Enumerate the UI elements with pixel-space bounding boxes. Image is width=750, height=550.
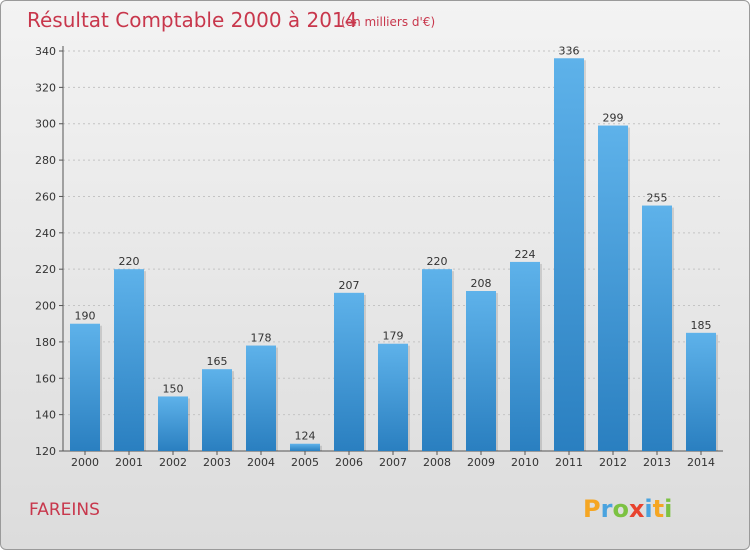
- bar-shadow-2003: [232, 371, 234, 451]
- bar-2014: [686, 332, 716, 451]
- logo-letter: i: [664, 495, 672, 523]
- x-tick-label-2002: 2002: [159, 456, 187, 469]
- x-tick-label-2010: 2010: [511, 456, 539, 469]
- bar-2011: [554, 58, 584, 451]
- data-label-2005: 124: [295, 430, 316, 443]
- data-label-2001: 220: [119, 255, 140, 268]
- bar-shadow-2006: [364, 294, 366, 451]
- bar-shadow-2004: [276, 347, 278, 451]
- bar-shadow-2002: [188, 398, 190, 451]
- logo-letter: i: [644, 495, 652, 523]
- y-tick-label: 180: [35, 336, 56, 349]
- data-label-2003: 165: [207, 355, 228, 368]
- bar-2002: [158, 396, 188, 451]
- x-tick-label-2012: 2012: [599, 456, 627, 469]
- x-tick-label-2007: 2007: [379, 456, 407, 469]
- bar-shadow-2009: [496, 293, 498, 451]
- y-tick-label: 200: [35, 300, 56, 313]
- x-tick-label-2013: 2013: [643, 456, 671, 469]
- bar-2013: [642, 205, 672, 451]
- y-tick-label: 280: [35, 154, 56, 167]
- x-tick-label-2006: 2006: [335, 456, 363, 469]
- logo-letter: t: [653, 495, 664, 523]
- bar-shadow-2008: [452, 271, 454, 451]
- x-tick-label-2008: 2008: [423, 456, 451, 469]
- bar-shadow-2013: [672, 207, 674, 451]
- bar-shadow-2014: [716, 334, 718, 451]
- data-label-2012: 299: [603, 112, 624, 125]
- x-tick-label-2011: 2011: [555, 456, 583, 469]
- logo-letter: P: [583, 495, 601, 523]
- y-tick-label: 240: [35, 227, 56, 240]
- bar-shadow-2001: [144, 271, 146, 451]
- data-label-2013: 255: [647, 192, 668, 205]
- y-tick-label: 320: [35, 81, 56, 94]
- bar-shadow-2011: [584, 60, 586, 451]
- bar-shadow-2010: [540, 263, 542, 451]
- bar-shadow-2005: [320, 445, 322, 451]
- y-tick-label: 260: [35, 190, 56, 203]
- data-label-2004: 178: [251, 332, 272, 345]
- bar-2005: [290, 443, 320, 451]
- chart-title: Résultat Comptable 2000 à 2014: [27, 8, 357, 32]
- data-label-2010: 224: [515, 248, 536, 261]
- bar-shadow-2012: [628, 127, 630, 451]
- bar-2008: [422, 269, 452, 451]
- x-tick-label-2000: 2000: [71, 456, 99, 469]
- y-tick-label: 220: [35, 263, 56, 276]
- bar-2012: [598, 125, 628, 451]
- y-tick-label: 300: [35, 118, 56, 131]
- bar-2003: [202, 369, 232, 451]
- bar-2006: [334, 292, 364, 451]
- y-tick-label: 140: [35, 409, 56, 422]
- x-tick-label-2003: 2003: [203, 456, 231, 469]
- data-label-2014: 185: [691, 319, 712, 332]
- bar-2010: [510, 261, 540, 451]
- x-tick-label-2009: 2009: [467, 456, 495, 469]
- x-tick-label-2004: 2004: [247, 456, 275, 469]
- data-label-2007: 179: [383, 330, 404, 343]
- bars: [70, 58, 718, 451]
- bar-2009: [466, 291, 496, 451]
- bar-2007: [378, 343, 408, 451]
- x-tick-label-2014: 2014: [687, 456, 715, 469]
- data-label-2002: 150: [163, 382, 184, 395]
- y-tick-label: 160: [35, 372, 56, 385]
- x-tick-label-2005: 2005: [291, 456, 319, 469]
- y-tick-label: 120: [35, 445, 56, 458]
- data-label-2006: 207: [339, 279, 360, 292]
- data-labels: 190 220 150 165 178 124 207 179 220 208 224 336 299 2…: [75, 44, 712, 442]
- data-label-2008: 220: [427, 255, 448, 268]
- data-label-2000: 190: [75, 310, 96, 323]
- bar-shadow-2007: [408, 345, 410, 451]
- bar-shadow-2000: [100, 325, 102, 451]
- chart-subtitle: (en milliers d'€): [341, 15, 435, 29]
- logo-letter: o: [612, 495, 629, 523]
- bar-2000: [70, 323, 100, 451]
- proxiti-logo: Proxiti: [583, 495, 672, 523]
- logo-letter: x: [629, 495, 645, 523]
- logo-letter: r: [601, 495, 613, 523]
- data-label-2011: 336: [559, 44, 580, 57]
- bar-2004: [246, 345, 276, 451]
- y-tick-label: 340: [35, 45, 56, 58]
- data-label-2009: 208: [471, 277, 492, 290]
- commune-name: FAREINS: [29, 500, 100, 520]
- x-tick-label-2001: 2001: [115, 456, 143, 469]
- bar-2001: [114, 269, 144, 451]
